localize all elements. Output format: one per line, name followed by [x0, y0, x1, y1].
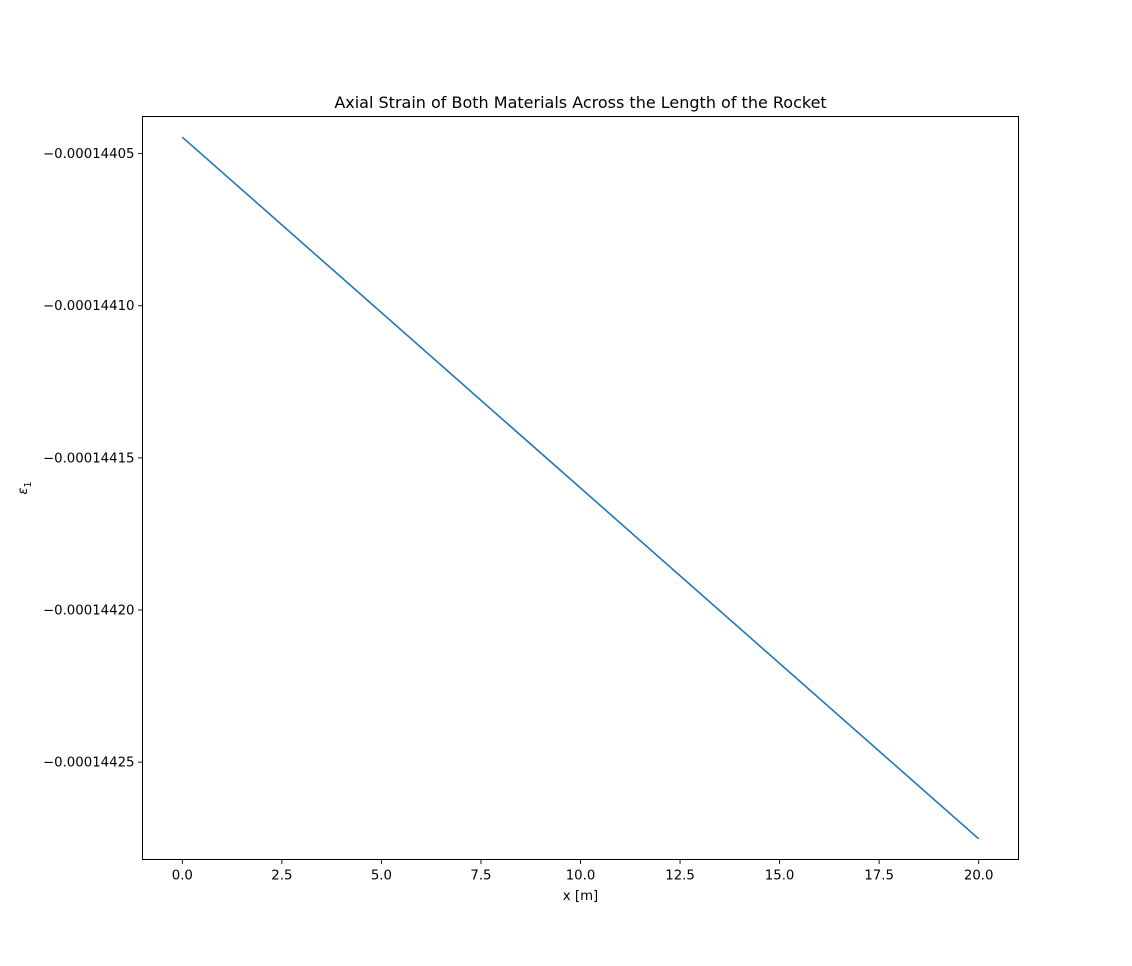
x-tick-label: 2.5 — [271, 869, 292, 884]
y-tick-label: −0.00014425 — [43, 756, 135, 771]
svg-text:ε1: ε1 — [16, 481, 34, 494]
x-tick-label: 15.0 — [765, 869, 795, 884]
x-tick-label: 12.5 — [665, 869, 695, 884]
x-tick-label: 0.0 — [172, 869, 193, 884]
x-axis: 0.0 2.5 5.0 7.5 10.0 12.5 15.0 17.5 20.0 — [172, 859, 994, 884]
y-tick-label: −0.00014420 — [43, 604, 135, 619]
chart-title: Axial Strain of Both Materials Across th… — [334, 93, 826, 112]
x-axis-label: x [m] — [563, 889, 598, 904]
y-tick-label: −0.00014415 — [43, 451, 135, 466]
x-tick-label: 7.5 — [470, 869, 491, 884]
y-axis-label-symbol: ε — [16, 487, 31, 494]
y-tick-label: −0.00014410 — [43, 299, 135, 314]
series-line-0 — [181, 136, 980, 840]
y-axis-label: ε1 — [16, 481, 34, 494]
x-tick-label: 17.5 — [864, 869, 894, 884]
y-axis-label-subscript: 1 — [23, 481, 34, 487]
x-tick-label: 10.0 — [566, 869, 596, 884]
y-axis: −0.00014405 −0.00014410 −0.00014415 −0.0001… — [43, 147, 143, 771]
x-tick-label: 20.0 — [964, 869, 994, 884]
y-tick-label: −0.00014405 — [43, 147, 135, 162]
x-tick-label: 5.0 — [371, 869, 392, 884]
plot-area — [181, 136, 980, 840]
